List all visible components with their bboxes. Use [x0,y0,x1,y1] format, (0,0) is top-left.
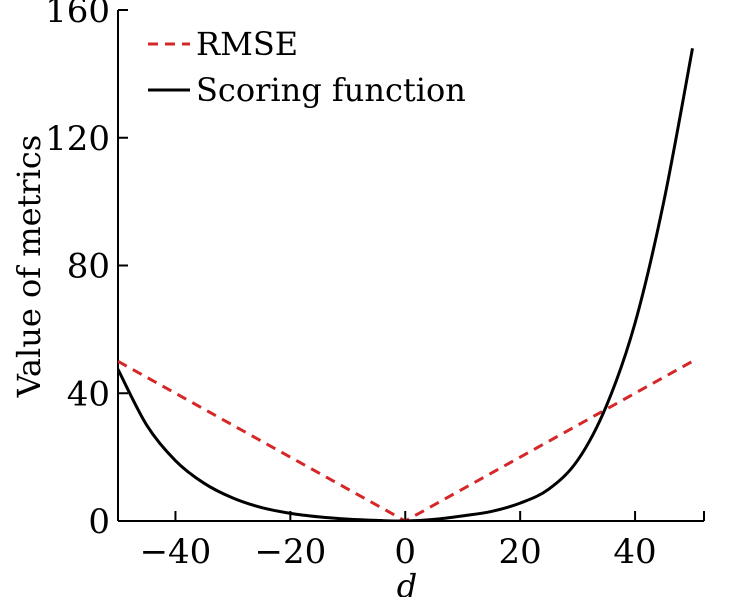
legend: RMSE Scoring function [148,25,466,109]
y-tick-label: 80 [67,247,110,287]
x-tick-label: 40 [613,532,656,572]
y-tick-label: 40 [67,374,110,414]
series-line-scoring-function [118,48,694,521]
x-tick-label: −40 [140,532,212,572]
legend-label: RMSE [196,25,298,63]
y-axis-label: Value of metrics [10,135,48,399]
y-tick-label: 160 [45,0,110,31]
x-tick-label: −20 [254,532,326,572]
y-ticks: 0 40 80 120 160 [45,0,128,542]
y-tick-label: 0 [88,502,110,542]
x-tick-label: 20 [499,532,542,572]
legend-label: Scoring function [196,71,466,109]
y-tick-label: 120 [45,119,110,159]
series-line-rmse [118,360,694,521]
x-axis-label: d [397,567,417,597]
x-ticks: −40 −20 0 20 40 [140,511,657,572]
series-group [118,48,694,521]
x-tick-label: 0 [394,532,416,572]
